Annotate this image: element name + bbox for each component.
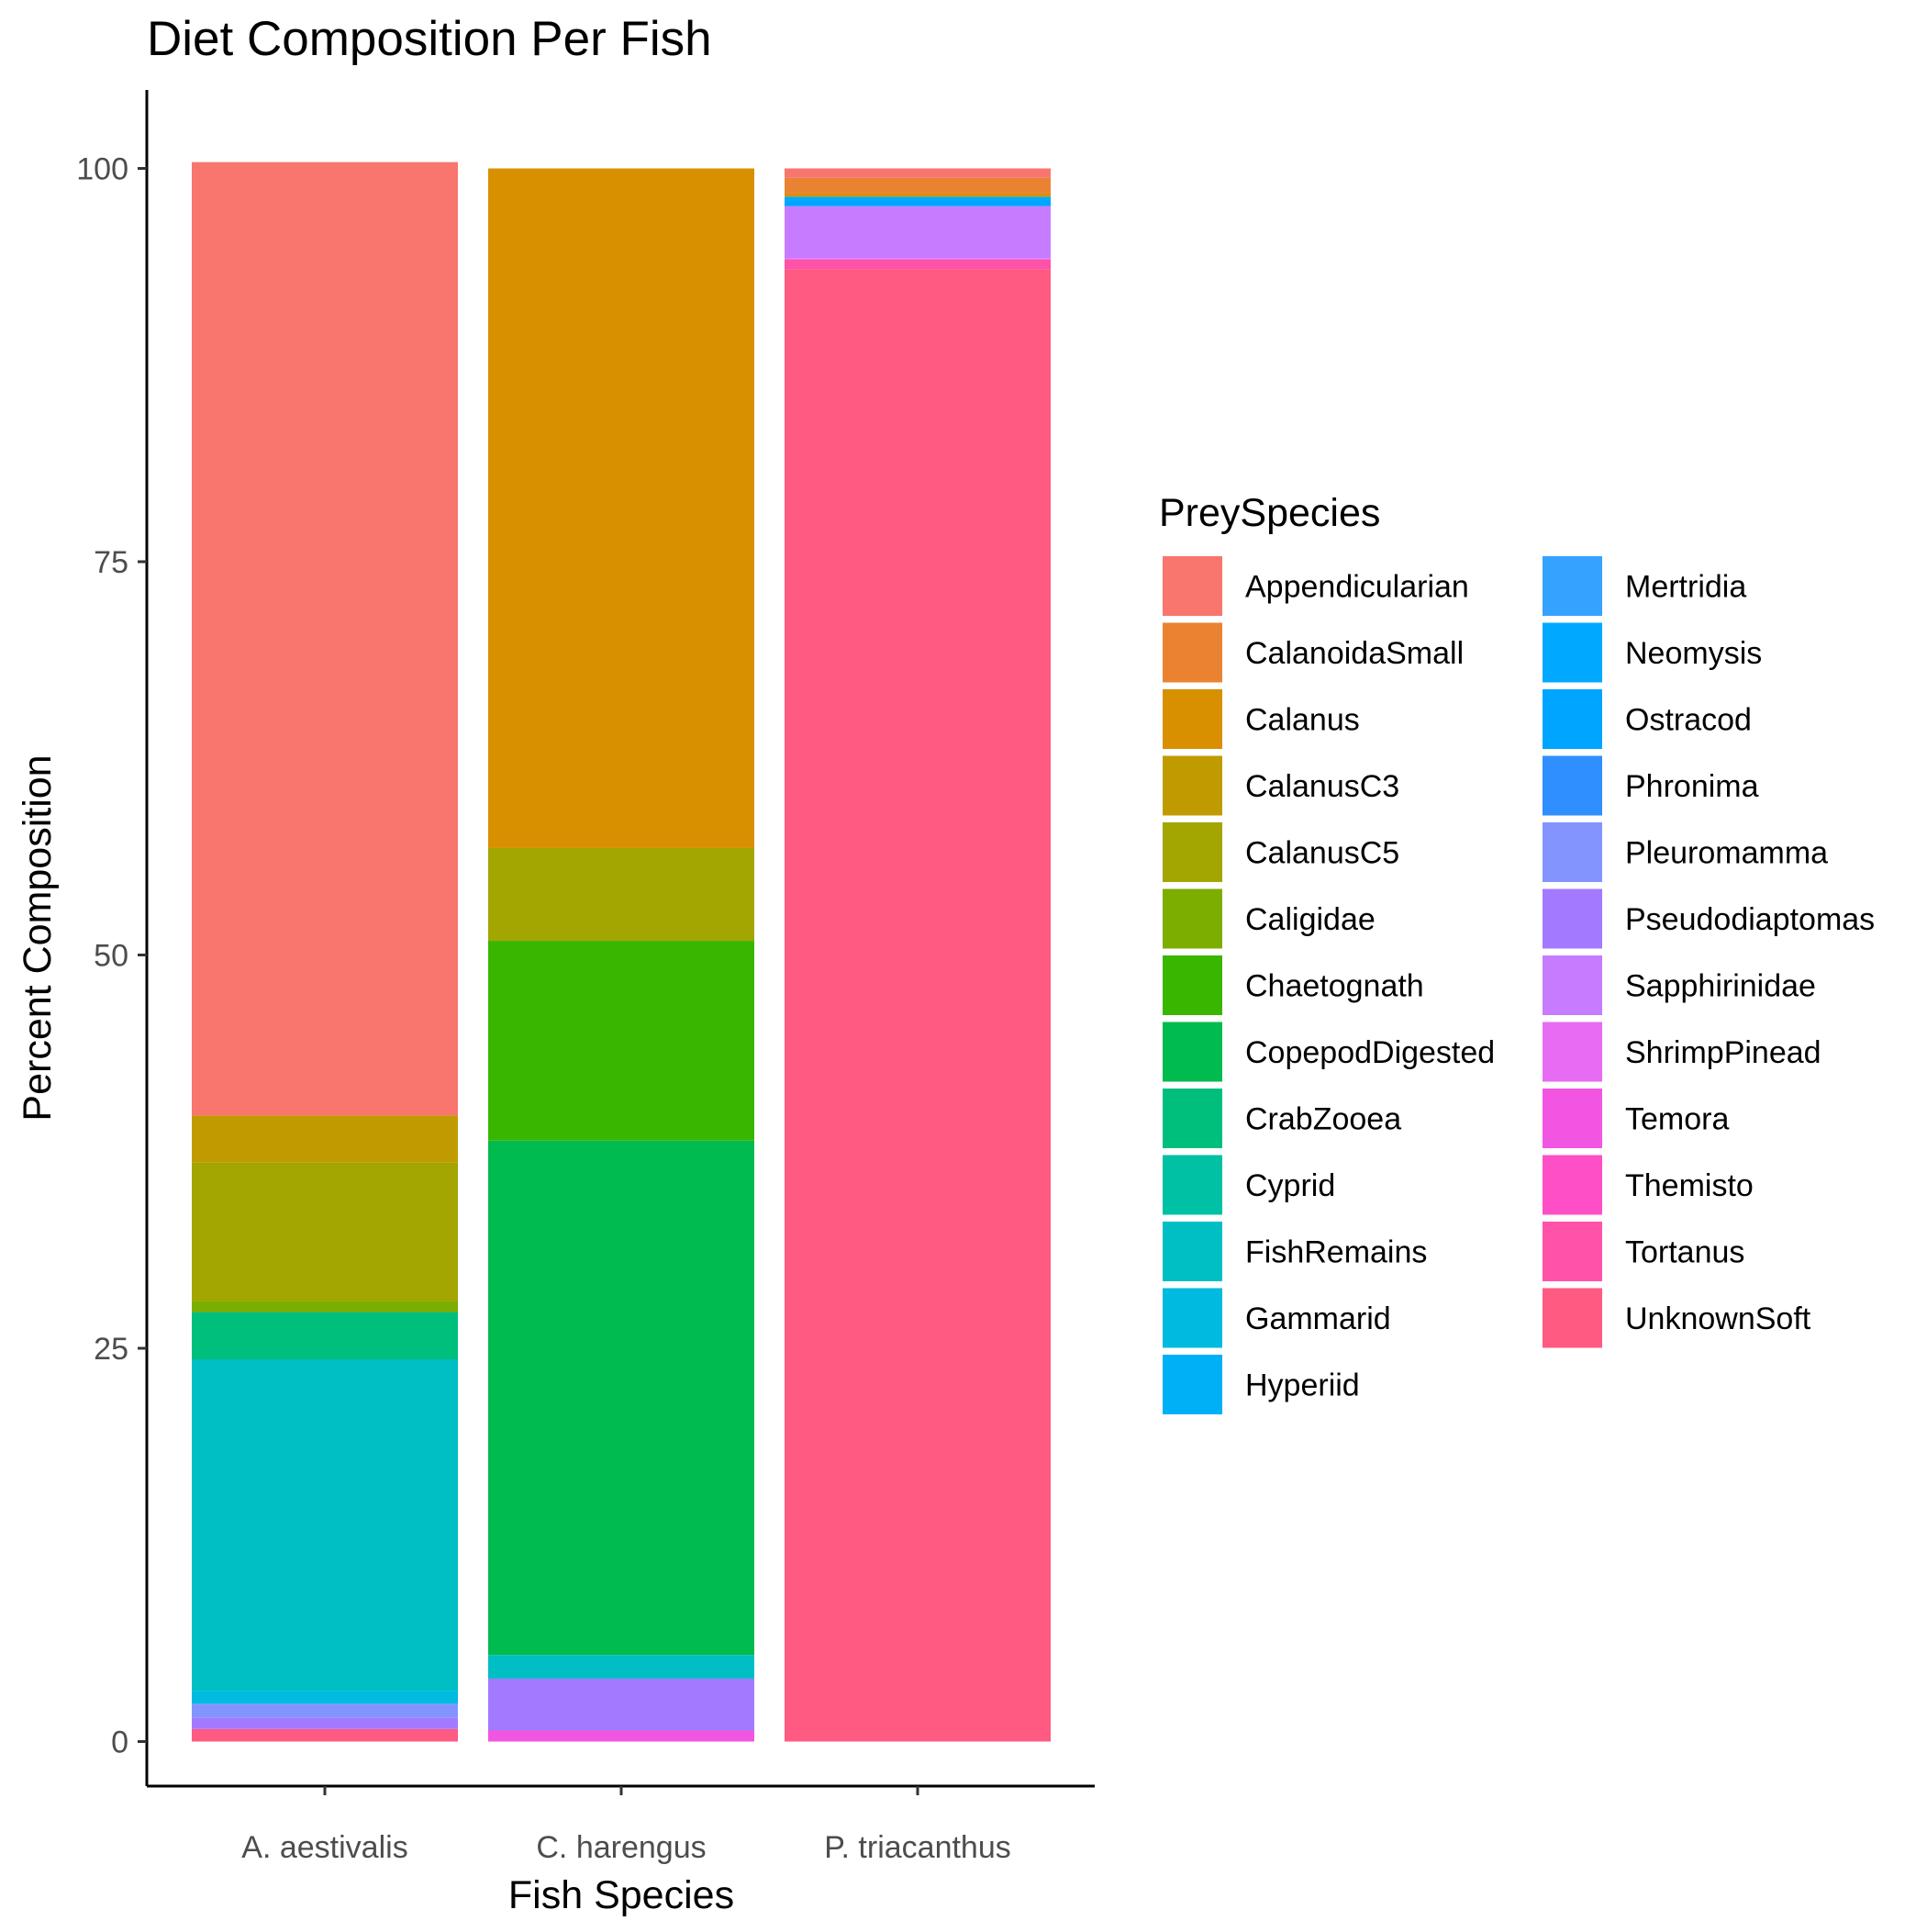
legend-label: CalanoidaSmall xyxy=(1245,636,1464,671)
legend-label: CalanusC3 xyxy=(1245,769,1399,804)
legend-label: Tortanus xyxy=(1625,1235,1744,1270)
x-axis-title: Fish Species xyxy=(508,1873,734,1917)
x-tick-label: A. aestivalis xyxy=(241,1830,407,1865)
chart-title: Diet Composition Per Fish xyxy=(147,12,712,66)
legend-label: Themisto xyxy=(1625,1168,1754,1203)
legend-key xyxy=(1161,1220,1224,1283)
bar-segment xyxy=(488,941,754,1141)
legend-key xyxy=(1541,554,1604,618)
legend-key xyxy=(1541,1286,1604,1350)
bar-segment xyxy=(785,258,1051,260)
bar-segment xyxy=(488,1730,754,1742)
legend-key xyxy=(1541,1087,1604,1150)
x-ticks: A. aestivalis C. harengus P. triacanthus xyxy=(241,1786,1011,1865)
legend-label: Pleuromamma xyxy=(1625,836,1828,871)
legend-label: Mertridia xyxy=(1625,570,1746,605)
legend-label: Sapphirinidae xyxy=(1625,969,1816,1004)
legend-key xyxy=(1541,754,1604,818)
legend-label: Hyperiid xyxy=(1245,1368,1360,1403)
legend-key xyxy=(1161,887,1224,951)
y-tick-label: 25 xyxy=(94,1332,128,1367)
bar-segment xyxy=(785,269,1051,1742)
legend-key xyxy=(1161,1353,1224,1416)
y-axis-title: Percent Composition xyxy=(16,754,60,1121)
legend-key xyxy=(1161,1020,1224,1084)
legend-label: Neomysis xyxy=(1625,636,1762,671)
legend-key xyxy=(1541,1020,1604,1084)
bar-segment xyxy=(192,1301,458,1312)
bar-segment xyxy=(785,201,1051,207)
bars-layer xyxy=(192,162,1051,1742)
x-tick-label: C. harengus xyxy=(536,1830,706,1865)
legend-key xyxy=(1541,687,1604,751)
legend-key xyxy=(1541,1153,1604,1217)
legend-label: Phronima xyxy=(1625,769,1759,804)
bar-segment xyxy=(785,196,1051,202)
legend-label: Appendicularian xyxy=(1245,570,1469,605)
bar-segment xyxy=(488,1655,754,1679)
bar-segment xyxy=(192,1691,458,1704)
legend-key xyxy=(1161,954,1224,1017)
bar-segment xyxy=(192,162,458,1116)
legend-label: CrabZooea xyxy=(1245,1102,1401,1137)
legend-label: Ostracod xyxy=(1625,703,1752,738)
legend-key xyxy=(1541,1220,1604,1283)
legend-key xyxy=(1161,687,1224,751)
legend-label: Caligidae xyxy=(1245,902,1376,937)
legend-key xyxy=(1161,821,1224,884)
legend-label: Cyprid xyxy=(1245,1168,1335,1203)
bar-segment xyxy=(785,193,1051,197)
bar-segment xyxy=(192,1703,458,1718)
bar-segment xyxy=(192,1162,458,1301)
legend-label: UnknownSoft xyxy=(1625,1301,1811,1336)
legend-key xyxy=(1161,1286,1224,1350)
y-tick-label: 0 xyxy=(111,1725,128,1760)
legend-label: Temora xyxy=(1625,1102,1729,1137)
legend-label: ShrimpPinead xyxy=(1625,1035,1821,1070)
legend-key xyxy=(1541,954,1604,1017)
legend-key xyxy=(1541,821,1604,884)
bar-segment xyxy=(192,1358,458,1692)
y-ticks: 0 25 50 75 100 xyxy=(76,152,147,1760)
bar-segment xyxy=(785,259,1051,270)
bar-segment xyxy=(192,1312,458,1359)
y-tick-label: 75 xyxy=(94,545,128,580)
legend-title: PreySpecies xyxy=(1159,491,1380,535)
bar-segment xyxy=(785,177,1051,194)
legend-key xyxy=(1161,754,1224,818)
legend-key xyxy=(1161,1087,1224,1150)
legend-label: Gammarid xyxy=(1245,1301,1391,1336)
legend-label: CopepodDigested xyxy=(1245,1035,1495,1070)
bar-segment xyxy=(488,1678,754,1731)
y-tick-label: 50 xyxy=(94,939,128,974)
legend-key xyxy=(1541,620,1604,685)
bar-segment xyxy=(488,168,754,848)
legend-label: FishRemains xyxy=(1245,1235,1427,1270)
bar-segment xyxy=(785,206,1051,259)
legend-label: Chaetognath xyxy=(1245,969,1424,1004)
legend: PreySpecies Appendicularian CalanoidaSmal… xyxy=(1159,491,1875,1416)
legend-label: CalanusC5 xyxy=(1245,836,1399,871)
legend-key xyxy=(1541,887,1604,951)
bar-segment xyxy=(192,1717,458,1729)
bar-segment xyxy=(785,168,1051,178)
bar-segment xyxy=(488,1140,754,1656)
bar-segment xyxy=(488,847,754,942)
legend-key xyxy=(1161,1153,1224,1217)
x-tick-label: P. triacanthus xyxy=(824,1830,1011,1865)
y-tick-label: 100 xyxy=(76,152,128,187)
legend-label: Calanus xyxy=(1245,703,1360,738)
legend-key xyxy=(1161,554,1224,618)
legend-label: Pseudodiaptomas xyxy=(1625,902,1875,937)
bar-segment xyxy=(192,1728,458,1742)
legend-key xyxy=(1161,620,1224,685)
bar-segment xyxy=(192,1115,458,1163)
